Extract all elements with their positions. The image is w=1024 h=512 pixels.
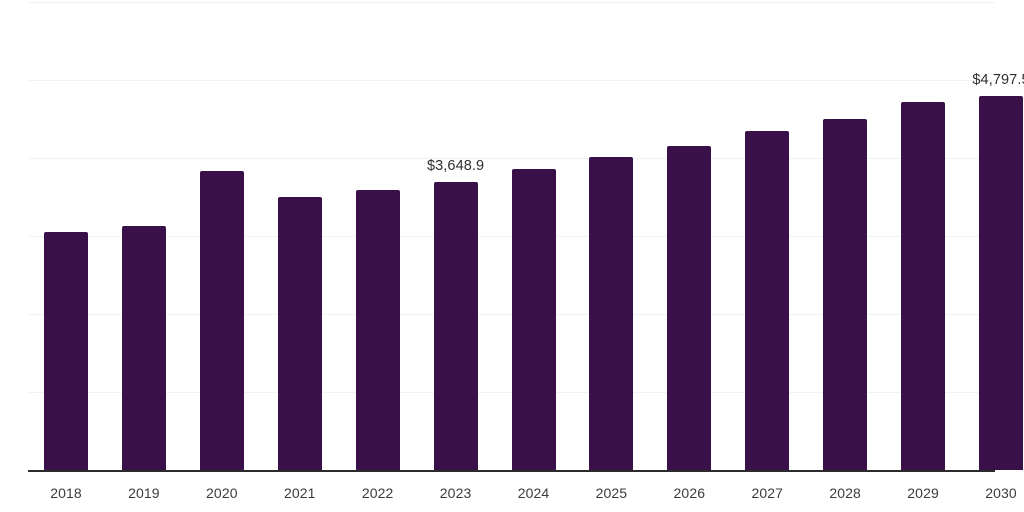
bar-2022[interactable] (356, 190, 400, 470)
x-tick-label-2028: 2028 (829, 485, 861, 501)
gridline (28, 158, 995, 159)
gridline (28, 236, 995, 237)
bar-2024[interactable] (512, 169, 556, 470)
bar-value-label-2030: $4,797.5 (972, 72, 1024, 88)
bar-2026[interactable] (667, 146, 711, 470)
x-tick-label-2021: 2021 (283, 485, 316, 501)
x-axis-line (28, 470, 995, 472)
x-tick-label-2023: 2023 (439, 485, 472, 501)
x-tick-label-2025: 2025 (595, 485, 628, 501)
x-tick-label-2019: 2019 (128, 485, 160, 501)
bar-2023[interactable] (434, 182, 478, 470)
bar-2028[interactable] (823, 119, 867, 470)
x-tick-label-2020: 2020 (206, 485, 238, 501)
x-tick-label-2024: 2024 (517, 485, 550, 501)
x-tick-label-2026: 2026 (673, 485, 706, 501)
gridline (28, 2, 995, 3)
bar-2030[interactable] (979, 96, 1023, 470)
x-tick-label-2018: 2018 (50, 485, 82, 501)
gridline (28, 80, 995, 81)
bar-2029[interactable] (901, 102, 945, 470)
bar-value-label-2023: $3,648.9 (426, 158, 485, 174)
x-tick-label-2030: 2030 (985, 485, 1017, 501)
gridline (28, 392, 995, 393)
gridline (28, 314, 995, 315)
bar-2025[interactable] (589, 157, 633, 470)
bar-2027[interactable] (745, 131, 789, 470)
x-tick-label-2022: 2022 (361, 485, 394, 501)
x-tick-label-2027: 2027 (751, 485, 784, 501)
bar-2018[interactable] (44, 232, 88, 470)
bar-2020[interactable] (200, 171, 244, 470)
bar-2019[interactable] (122, 226, 166, 470)
bar-2021[interactable] (278, 197, 322, 470)
x-tick-label-2029: 2029 (907, 485, 939, 501)
